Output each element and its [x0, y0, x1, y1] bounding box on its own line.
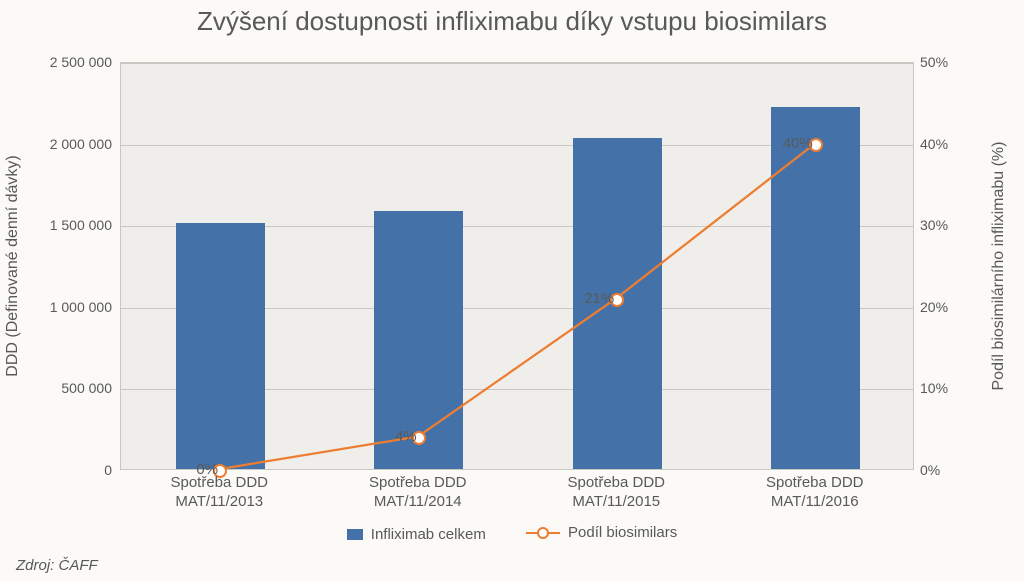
y-right-tick-label: 30%: [920, 217, 1000, 233]
y-left-tick-label: 0: [0, 462, 112, 478]
line-value-label: 40%: [783, 134, 813, 151]
y-right-tick-label: 50%: [920, 54, 1000, 70]
legend-label: Infliximab celkem: [371, 526, 486, 543]
line-series: [121, 63, 913, 469]
line-swatch-icon: [526, 526, 560, 540]
chart-container: Zvýšení dostupnosti infliximabu díky vst…: [0, 0, 1024, 582]
y-left-axis-title: DDD (Definované denní dávky): [4, 155, 22, 376]
x-tick-label: Spotřeba DDD MAT/11/2014: [319, 474, 518, 512]
y-right-axis-title: Podíl biosimilárního infliximabu (%): [990, 142, 1008, 391]
y-right-tick-label: 0%: [920, 462, 1000, 478]
legend-label: Podíl biosimilars: [568, 524, 677, 541]
y-right-tick-label: 10%: [920, 380, 1000, 396]
x-tick-label: Spotřeba DDD MAT/11/2013: [120, 474, 319, 512]
y-left-tick-label: 500 000: [0, 380, 112, 396]
line-value-label: 4%: [395, 428, 417, 445]
y-left-tick-label: 2 500 000: [0, 54, 112, 70]
y-left-tick-label: 1 000 000: [0, 299, 112, 315]
x-tick-label: Spotřeba DDD MAT/11/2015: [517, 474, 716, 512]
legend-item-line: Podíl biosimilars: [526, 524, 677, 541]
x-tick-label: Spotřeba DDD MAT/11/2016: [716, 474, 915, 512]
line-value-label: 21%: [584, 289, 614, 306]
source-label: Zdroj: ČAFF: [16, 557, 98, 574]
bar-swatch-icon: [347, 529, 363, 540]
plot-area: 0%4%21%40%: [120, 62, 914, 470]
y-right-tick-label: 20%: [920, 299, 1000, 315]
chart-title: Zvýšení dostupnosti infliximabu díky vst…: [0, 6, 1024, 37]
y-left-tick-label: 1 500 000: [0, 217, 112, 233]
y-left-tick-label: 2 000 000: [0, 136, 112, 152]
y-right-tick-label: 40%: [920, 136, 1000, 152]
legend: Infliximab celkem Podíl biosimilars: [0, 524, 1024, 544]
legend-item-bar: Infliximab celkem: [347, 526, 486, 543]
